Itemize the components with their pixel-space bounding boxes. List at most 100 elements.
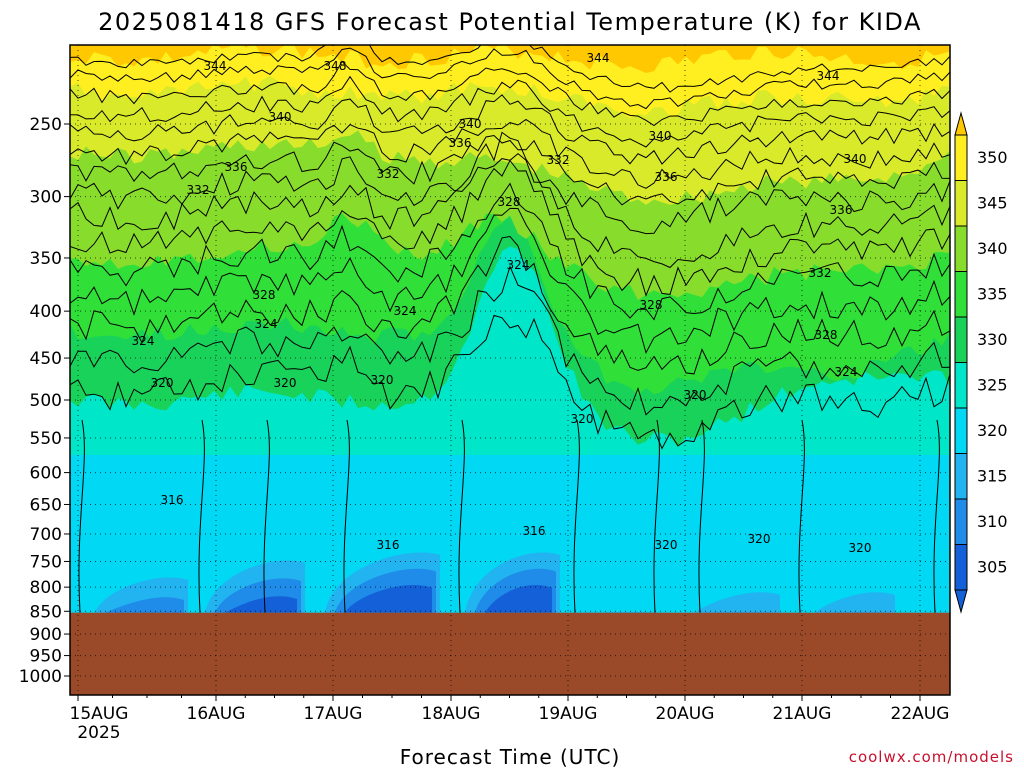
contour-line xyxy=(70,131,950,269)
plot-area xyxy=(70,45,950,695)
colorbar-swatch xyxy=(954,407,968,454)
contour-label: 340 xyxy=(649,129,672,143)
x-tick-label: 18AUG xyxy=(422,704,481,724)
colorbar-swatch xyxy=(954,453,968,500)
contour-line xyxy=(70,265,950,416)
contour-label: 336 xyxy=(449,136,472,150)
contour-label: 336 xyxy=(225,160,248,174)
colorbar-label: 310 xyxy=(977,512,1008,531)
contour-label: 328 xyxy=(640,298,663,312)
colorbar-label: 345 xyxy=(977,194,1008,213)
contour-line xyxy=(70,45,950,93)
contour-line xyxy=(70,75,950,148)
colorbar-swatch xyxy=(954,498,968,545)
y-tick-label: 950 xyxy=(30,647,62,667)
colorbar-swatch xyxy=(954,271,968,318)
blob-0-level-1 xyxy=(105,597,184,613)
contour-label: 340 xyxy=(844,152,867,166)
colorbar-label: 320 xyxy=(977,421,1008,440)
y-tick-label: 500 xyxy=(30,391,62,411)
x-axis-label: Forecast Time (UTC) xyxy=(400,745,621,768)
blob-2-level-2 xyxy=(345,585,432,613)
colorbar-label: 325 xyxy=(977,376,1008,395)
colorbar-top-arrow xyxy=(954,111,968,136)
y-tick-label: 850 xyxy=(30,602,62,622)
colorbar-label: 350 xyxy=(977,148,1008,167)
y-tick-label: 900 xyxy=(30,625,62,645)
x-tick-label: 19AUG xyxy=(539,704,598,724)
contour-label: 320 xyxy=(748,532,771,546)
y-tick-label: 650 xyxy=(30,495,62,515)
y-tick-label: 1000 xyxy=(19,667,62,687)
contour-label: 328 xyxy=(815,328,838,342)
colorbar-swatch xyxy=(954,180,968,227)
y-tick-label: 350 xyxy=(30,249,62,269)
contour-label: 320 xyxy=(371,373,394,387)
blob-5-level-0 xyxy=(695,592,780,613)
colorbar-label: 335 xyxy=(977,285,1008,304)
contour-line xyxy=(458,419,465,613)
contour-label: 328 xyxy=(253,288,276,302)
contour-label: 332 xyxy=(547,153,570,167)
contour-line xyxy=(70,47,950,110)
contour-line xyxy=(653,419,660,613)
layer-345 xyxy=(70,45,950,118)
contour-label: 320 xyxy=(571,412,594,426)
contour-label: 320 xyxy=(655,538,678,552)
contour-label: 320 xyxy=(151,376,174,390)
colorbar-label: 340 xyxy=(977,239,1008,258)
contour-label: 336 xyxy=(830,203,853,217)
contour-line xyxy=(70,235,950,375)
contour-line xyxy=(573,419,580,613)
x-tick-label: 15AUG xyxy=(70,704,129,724)
y-tick-label: 700 xyxy=(30,525,62,545)
contour-label: 332 xyxy=(187,183,210,197)
contour-label: 320 xyxy=(274,376,297,390)
x-tick-label: 21AUG xyxy=(773,704,832,724)
contour-line xyxy=(263,419,270,613)
contour-line xyxy=(70,94,950,165)
y-tick-label: 400 xyxy=(30,302,62,322)
contour-label: 344 xyxy=(204,59,227,73)
contour-label: 324 xyxy=(255,317,278,331)
contour-line xyxy=(798,419,805,613)
contour-label: 332 xyxy=(377,167,400,181)
y-tick-label: 300 xyxy=(30,188,62,208)
y-tick-label: 750 xyxy=(30,552,62,572)
colorbar-label: 330 xyxy=(977,330,1008,349)
colorbar-label: 315 xyxy=(977,467,1008,486)
terrain xyxy=(70,612,950,695)
contour-label: 316 xyxy=(523,524,546,538)
contour-label: 316 xyxy=(161,493,184,507)
layer-350 xyxy=(70,45,950,74)
y-tick-label: 600 xyxy=(30,464,62,484)
contour-label: 336 xyxy=(655,170,678,184)
y-tick-label: 800 xyxy=(30,578,62,598)
contour-label: 344 xyxy=(587,51,610,65)
blob-6-level-0 xyxy=(815,592,895,613)
contour-label: 324 xyxy=(394,304,417,318)
contour-label: 324 xyxy=(507,258,530,272)
contour-label: 328 xyxy=(498,195,521,209)
contour-line xyxy=(70,182,950,321)
contour-line xyxy=(70,60,950,127)
chart-title: 2025081418 GFS Forecast Potential Temper… xyxy=(98,8,922,36)
contour-line xyxy=(70,314,950,450)
colorbar-swatch xyxy=(954,362,968,409)
contour-line xyxy=(70,118,950,189)
contour-label: 320 xyxy=(684,388,707,402)
colorbar-label: 305 xyxy=(977,558,1008,577)
contour-line xyxy=(343,419,350,613)
contour-label: 332 xyxy=(809,266,832,280)
colorbar: 350 345 340 335 330 325 320 315 310 305 xyxy=(954,111,1008,614)
contour-label: 324 xyxy=(835,365,858,379)
contour-label: 340 xyxy=(269,110,292,124)
contour-line xyxy=(70,207,950,355)
x-tick-label: 17AUG xyxy=(304,704,363,724)
x-tick-label: 16AUG xyxy=(187,704,246,724)
colorbar-bottom-arrow xyxy=(954,589,968,614)
y-tick-label: 550 xyxy=(30,429,62,449)
blob-3-level-2 xyxy=(485,585,552,613)
colorbar-swatch xyxy=(954,134,968,181)
